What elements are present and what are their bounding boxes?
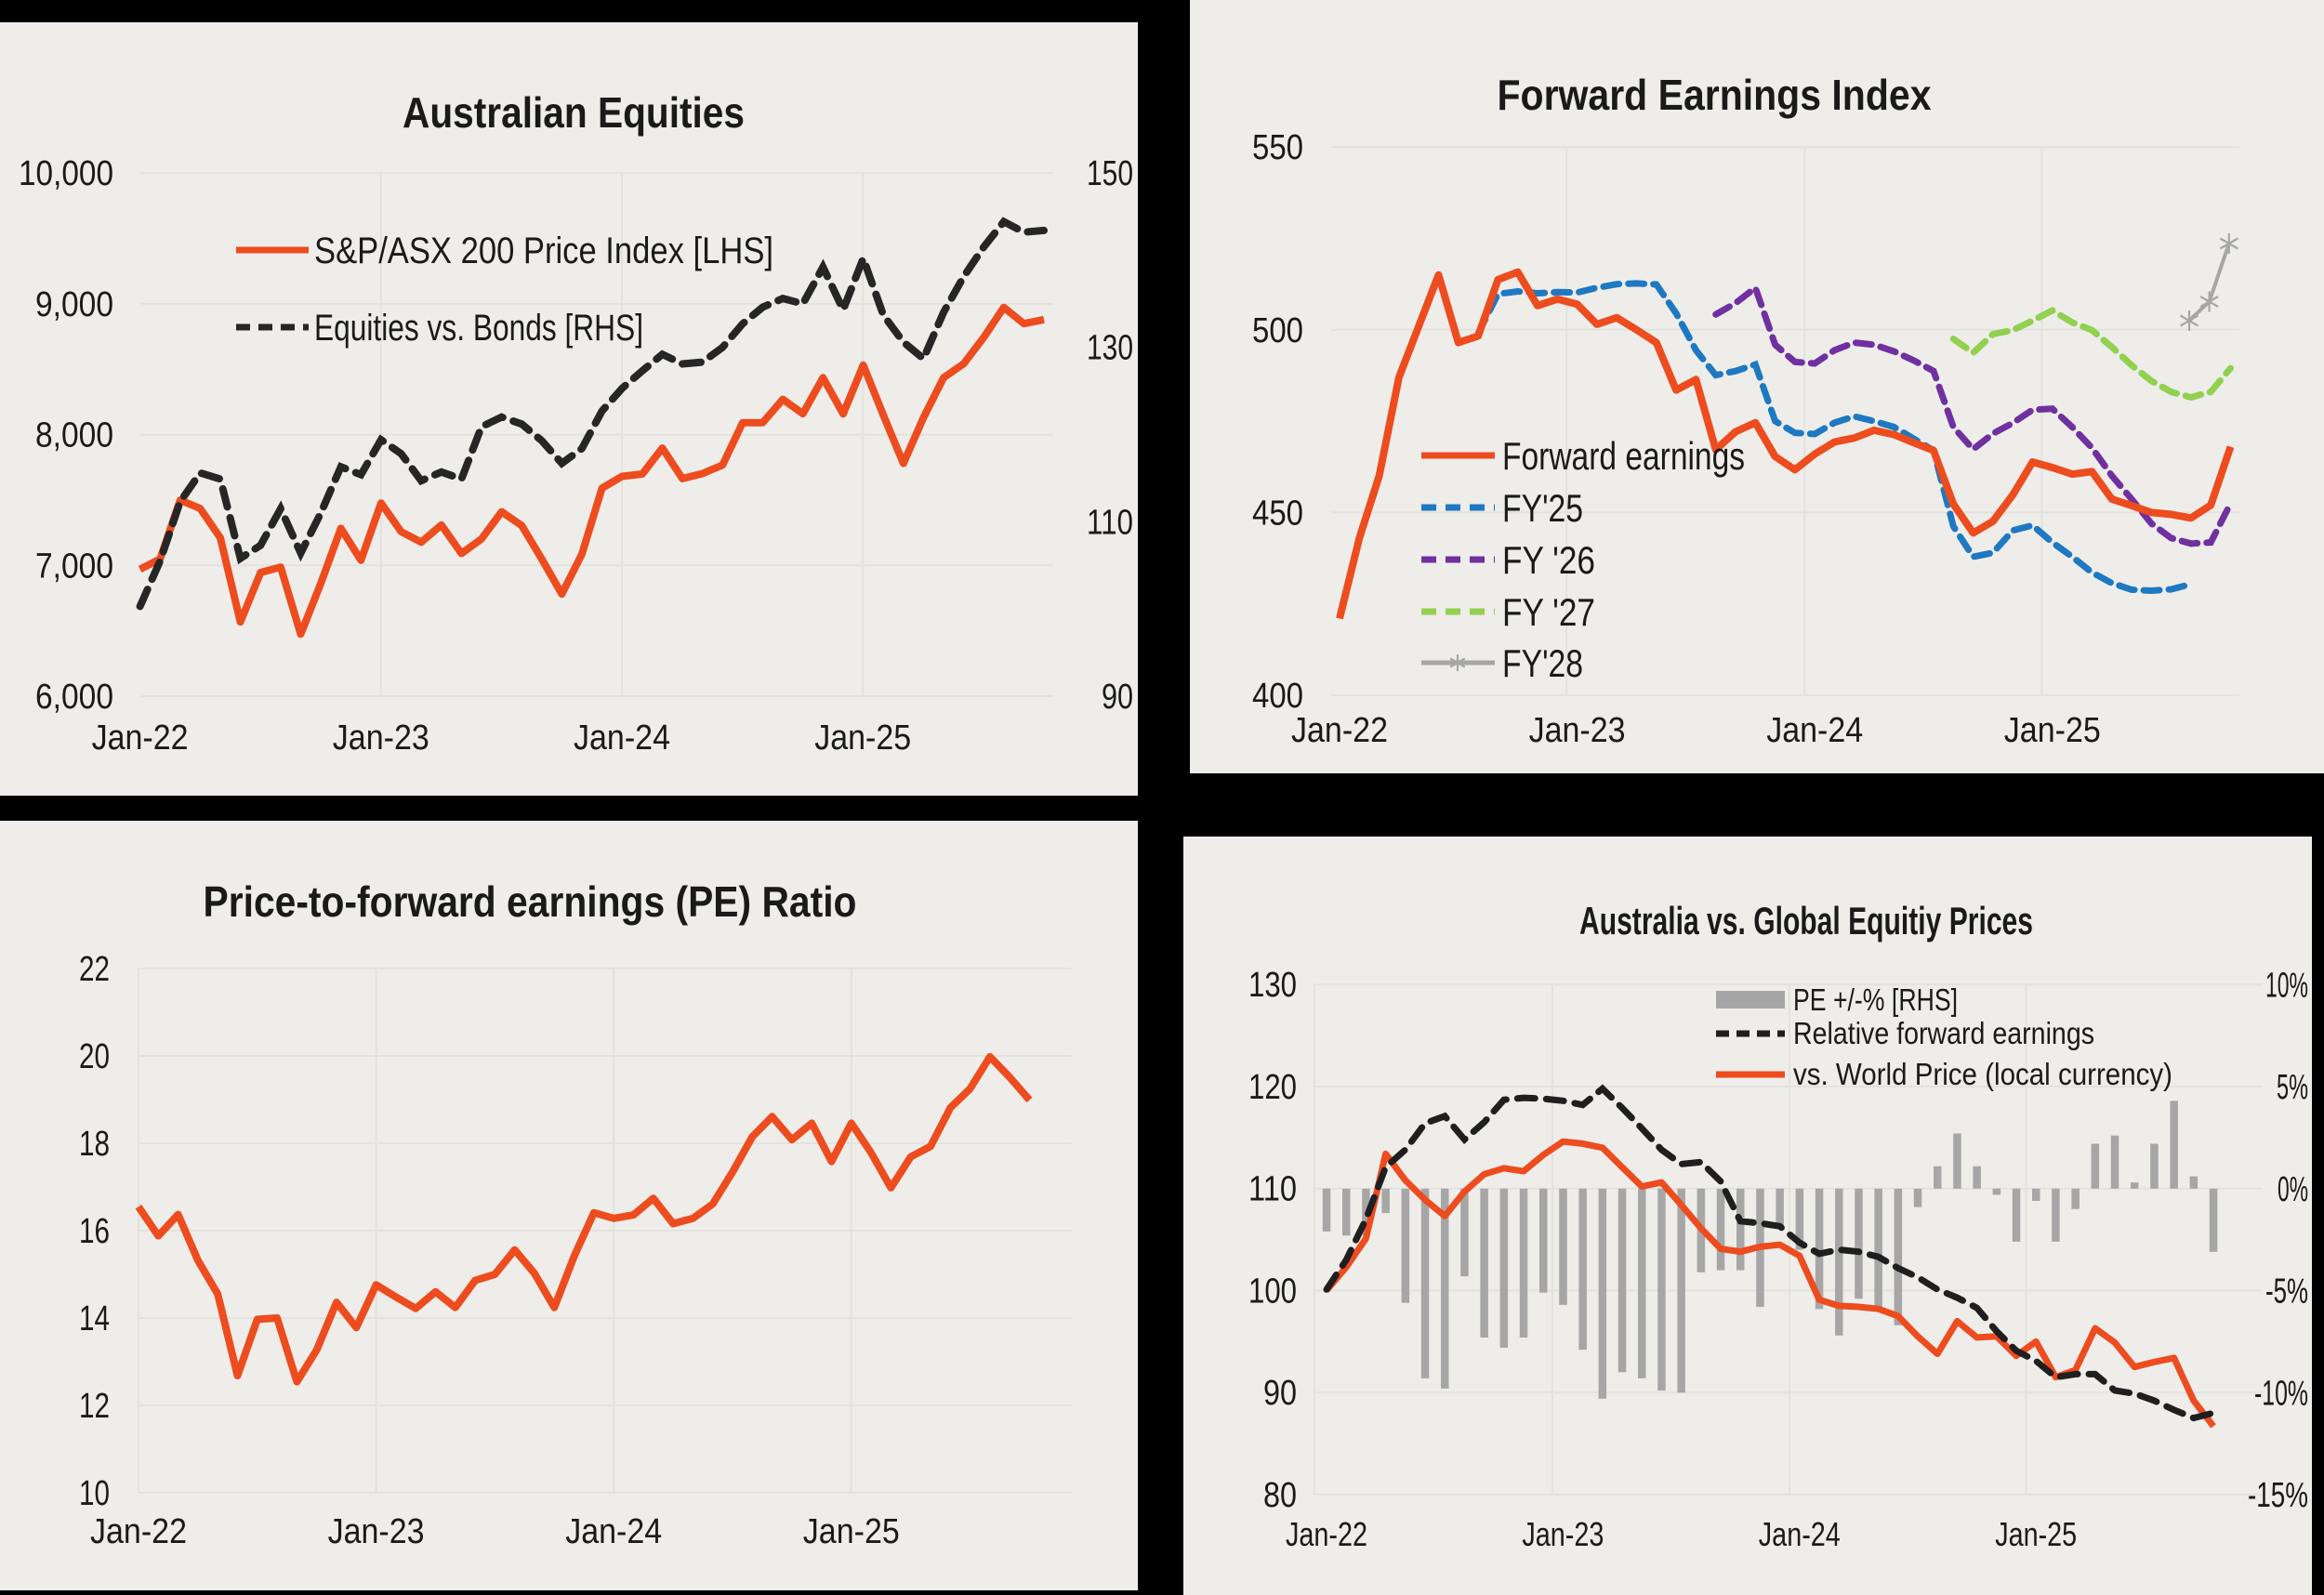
svg-text:Jan-22: Jan-22 (1286, 1515, 1367, 1553)
svg-text:Jan-25: Jan-25 (803, 1512, 900, 1551)
svg-text:Australia vs. Global Equitiy P: Australia vs. Global Equitiy Prices (1579, 899, 2033, 942)
svg-text:9,000: 9,000 (35, 285, 113, 324)
svg-text:10,000: 10,000 (19, 154, 113, 193)
svg-text:500: 500 (1252, 311, 1303, 350)
svg-text:400: 400 (1252, 677, 1303, 716)
svg-text:550: 550 (1252, 128, 1303, 167)
svg-text:12: 12 (79, 1387, 110, 1426)
svg-text:Forward Earnings Index: Forward Earnings Index (1498, 71, 1932, 119)
svg-text:Jan-23: Jan-23 (333, 718, 429, 758)
svg-text:Equities vs. Bonds [RHS]: Equities vs. Bonds [RHS] (314, 308, 643, 349)
svg-text:90: 90 (1102, 678, 1133, 717)
svg-text:Jan-22: Jan-22 (92, 718, 189, 758)
svg-text:0%: 0% (2278, 1170, 2308, 1209)
svg-text:Relative forward earnings: Relative forward earnings (1793, 1016, 2094, 1050)
svg-text:110: 110 (1087, 503, 1133, 542)
svg-text:80: 80 (1263, 1476, 1297, 1515)
svg-text:Forward earnings: Forward earnings (1502, 434, 1745, 478)
svg-text:450: 450 (1252, 494, 1303, 533)
svg-text:Jan-24: Jan-24 (565, 1512, 662, 1551)
svg-text:Jan-22: Jan-22 (1291, 711, 1388, 750)
svg-text:130: 130 (1087, 329, 1133, 368)
svg-text:100: 100 (1248, 1272, 1297, 1311)
svg-text:Jan-23: Jan-23 (1529, 711, 1626, 750)
svg-text:FY '26: FY '26 (1502, 538, 1595, 582)
svg-text:20: 20 (79, 1037, 110, 1076)
svg-text:10: 10 (79, 1474, 110, 1513)
svg-text:FY'25: FY'25 (1502, 486, 1583, 530)
svg-text:22: 22 (79, 950, 110, 989)
svg-text:Jan-25: Jan-25 (1995, 1515, 2077, 1553)
svg-text:120: 120 (1248, 1068, 1297, 1107)
svg-text:Jan-23: Jan-23 (1522, 1515, 1604, 1553)
svg-text:Jan-22: Jan-22 (90, 1512, 187, 1551)
svg-text:S&P/ASX 200 Price Index [LHS]: S&P/ASX 200 Price Index [LHS] (314, 231, 773, 271)
svg-text:FY'28: FY'28 (1502, 641, 1583, 685)
svg-text:Jan-23: Jan-23 (328, 1512, 425, 1551)
svg-text:110: 110 (1248, 1170, 1297, 1209)
svg-text:18: 18 (79, 1125, 110, 1164)
svg-text:Jan-24: Jan-24 (1766, 711, 1863, 750)
svg-text:FY '27: FY '27 (1502, 590, 1595, 634)
svg-text:Jan-24: Jan-24 (1759, 1515, 1841, 1553)
svg-text:5%: 5% (2277, 1068, 2308, 1107)
svg-text:Price-to-forward earnings (PE): Price-to-forward earnings (PE) Ratio (204, 877, 857, 926)
svg-text:-15%: -15% (2248, 1476, 2308, 1515)
svg-text:6,000: 6,000 (35, 678, 113, 717)
svg-text:-10%: -10% (2254, 1374, 2308, 1413)
svg-text:Jan-24: Jan-24 (574, 718, 670, 758)
svg-text:Australian Equities: Australian Equities (403, 88, 745, 137)
svg-text:16: 16 (79, 1212, 110, 1251)
svg-text:PE +/-% [RHS]: PE +/-% [RHS] (1793, 982, 1958, 1017)
svg-text:130: 130 (1248, 966, 1297, 1005)
svg-text:-5%: -5% (2265, 1272, 2308, 1312)
svg-text:Jan-25: Jan-25 (814, 718, 911, 758)
svg-text:10%: 10% (2265, 966, 2308, 1005)
svg-text:vs. World Price (local currenc: vs. World Price (local currency) (1793, 1057, 2172, 1091)
svg-text:90: 90 (1263, 1374, 1297, 1413)
svg-text:14: 14 (79, 1299, 110, 1338)
svg-text:8,000: 8,000 (35, 416, 113, 455)
svg-text:Jan-25: Jan-25 (2004, 711, 2101, 750)
svg-text:7,000: 7,000 (35, 547, 113, 586)
svg-text:150: 150 (1087, 154, 1133, 193)
